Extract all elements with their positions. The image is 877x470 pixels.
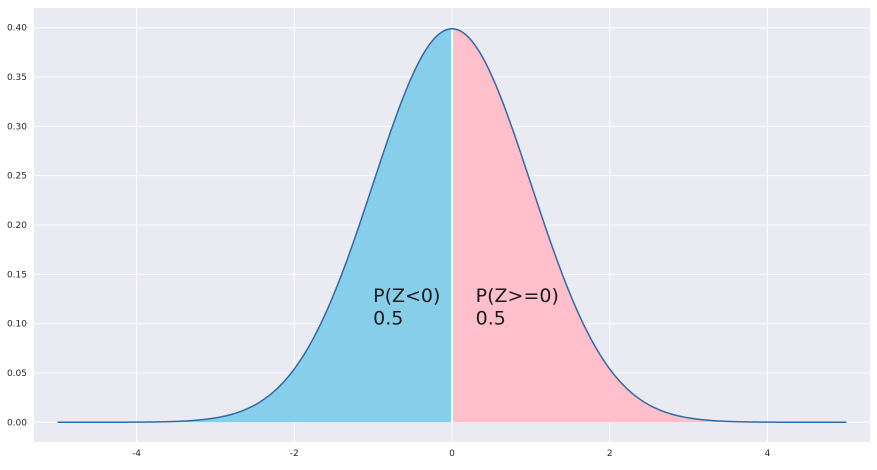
annotation-3: 0.5 — [476, 308, 506, 330]
region-1 — [452, 28, 847, 423]
x-tick-label-4: 4 — [765, 449, 771, 459]
annotations: P(Z<0)0.5P(Z>=0)0.5 — [373, 285, 559, 330]
x-tick-label-0: -4 — [132, 449, 141, 459]
y-tick-label-4: 0.20 — [7, 221, 27, 231]
y-tick-label-0: 0.00 — [7, 418, 27, 428]
shaded-regions — [57, 28, 847, 423]
annotation-0: P(Z<0) — [373, 285, 440, 307]
tick-labels: -4 -2 0 2 4 0.00 0.05 0.10 0.15 0.20 0.25 0.30 0.35 0… — [7, 24, 771, 459]
y-tick-label-7: 0.35 — [7, 73, 27, 83]
x-tick-label-2: 0 — [449, 449, 455, 459]
y-tick-label-8: 0.40 — [7, 24, 27, 34]
y-tick-label-5: 0.25 — [7, 172, 27, 182]
region-0 — [57, 28, 452, 423]
annotation-2: P(Z>=0) — [476, 285, 559, 307]
y-tick-label-3: 0.15 — [7, 270, 27, 280]
annotation-1: 0.5 — [373, 308, 403, 330]
y-tick-label-2: 0.10 — [7, 320, 27, 330]
pdf-line-0 — [57, 28, 847, 424]
x-tick-label-1: -2 — [290, 449, 299, 459]
y-tick-label-6: 0.30 — [7, 122, 27, 132]
y-tick-label-1: 0.05 — [7, 369, 27, 379]
x-tick-label-3: 2 — [607, 449, 613, 459]
series-lines — [57, 28, 847, 424]
